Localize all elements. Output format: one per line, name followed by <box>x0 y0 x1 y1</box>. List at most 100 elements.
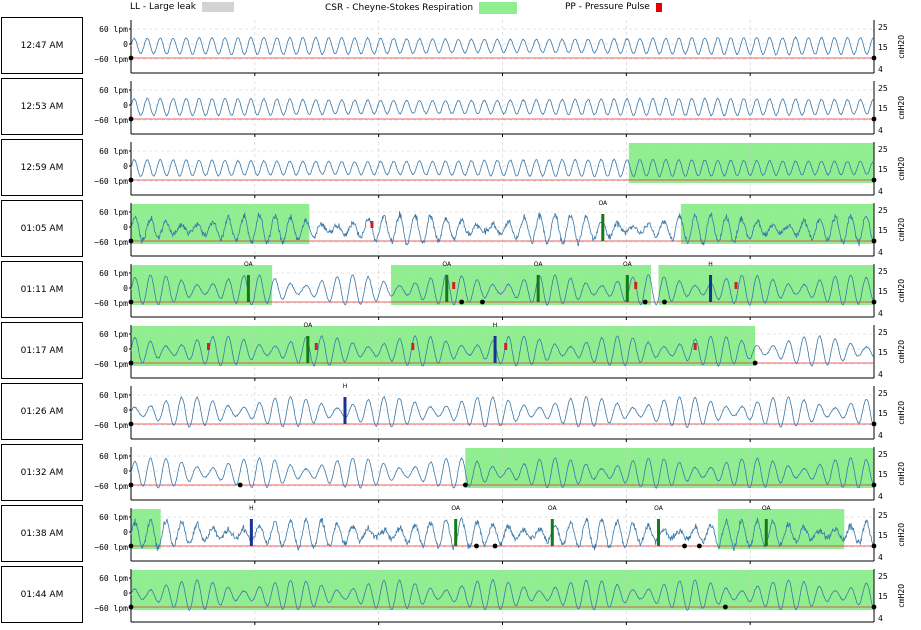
session-marker <box>682 543 687 549</box>
row-time-label: 01:32 AM <box>1 444 83 501</box>
pressure-pulse-mark <box>411 343 415 350</box>
csr-band <box>131 509 161 549</box>
left-tick-label: −60 lpm <box>94 55 128 64</box>
session-marker <box>128 177 134 183</box>
csr-band <box>131 204 310 244</box>
pressure-pulse-mark <box>370 221 374 228</box>
left-tick-label: 60 lpm <box>99 574 128 583</box>
pressure-pulse-mark <box>207 343 211 350</box>
right-tick-label: 4 <box>878 492 883 501</box>
right-axis-label: cmH2O <box>897 584 906 608</box>
session-marker <box>871 55 877 61</box>
flow-series <box>130 274 875 307</box>
left-tick-label: −60 lpm <box>94 482 128 491</box>
left-tick-label: 60 lpm <box>99 452 128 461</box>
row-time-label: 12:59 AM <box>1 139 83 196</box>
right-axis-label: cmH2O <box>897 523 906 547</box>
flow-series <box>130 395 875 428</box>
left-tick-label: −60 lpm <box>94 421 128 430</box>
session-row: 01:26 AM 60 lpm 0 −60 lpm 25 15 4 cmH2O H <box>0 382 921 443</box>
right-tick-label: 4 <box>878 553 883 562</box>
right-tick-label: 25 <box>878 84 888 93</box>
right-axis-label: cmH2O <box>897 35 906 59</box>
row-time-label: 12:53 AM <box>1 78 83 135</box>
right-tick-label: 15 <box>878 43 888 52</box>
right-tick-label: 15 <box>878 409 888 418</box>
flow-plot: 60 lpm 0 −60 lpm 25 15 4 cmH2O <box>94 81 906 137</box>
session-marker <box>128 116 134 122</box>
left-tick-label: 0 <box>123 162 128 171</box>
pressure-pulse-mark <box>693 343 697 350</box>
session-marker <box>128 421 134 427</box>
flow-plot: 60 lpm 0 −60 lpm 25 15 4 cmH2O <box>94 20 906 76</box>
session-marker <box>871 177 877 183</box>
csr-band <box>131 326 756 366</box>
row-time-label: 01:11 AM <box>1 261 83 318</box>
pressure-pulse-mark <box>734 282 738 289</box>
flow-series <box>130 97 875 117</box>
row-time-label: 01:26 AM <box>1 383 83 440</box>
session-row: 01:38 AM 60 lpm 0 −60 lpm 25 15 4 cmH2O H OA OA OA O… <box>0 504 921 565</box>
right-tick-label: 15 <box>878 531 888 540</box>
row-time-label: 01:38 AM <box>1 505 83 562</box>
row-time-label: 01:05 AM <box>1 200 83 257</box>
left-tick-label: −60 lpm <box>94 238 128 247</box>
session-row: 01:17 AM 60 lpm 0 −60 lpm 25 15 4 cmH2O OA H <box>0 321 921 382</box>
flow-series <box>130 35 875 56</box>
session-marker <box>237 482 243 488</box>
session-marker <box>696 543 702 549</box>
session-marker <box>492 543 498 549</box>
row-time-label: 01:17 AM <box>1 322 83 379</box>
flow-plot: 60 lpm 0 −60 lpm 25 15 4 cmH2O H <box>94 383 906 442</box>
right-axis-label: cmH2O <box>897 401 906 425</box>
flow-plot: 60 lpm 0 −60 lpm 25 15 4 cmH2O OA OA OA OA H <box>94 261 906 320</box>
right-tick-label: 15 <box>878 592 888 601</box>
right-tick-label: 4 <box>878 126 883 135</box>
flow-series <box>130 516 875 552</box>
right-axis-label: cmH2O <box>897 279 906 303</box>
event-label: H <box>708 261 713 268</box>
left-tick-label: 60 lpm <box>99 208 128 217</box>
session-marker <box>871 482 877 488</box>
csr-band <box>628 143 874 183</box>
pressure-pulse-mark <box>452 282 456 289</box>
left-tick-label: −60 lpm <box>94 543 128 552</box>
right-tick-label: 25 <box>878 511 888 520</box>
event-label: H <box>343 383 348 390</box>
left-tick-label: −60 lpm <box>94 604 128 613</box>
left-tick-label: −60 lpm <box>94 116 128 125</box>
pressure-pulse-mark <box>634 282 638 289</box>
right-tick-label: 25 <box>878 206 888 215</box>
right-tick-label: 25 <box>878 23 888 32</box>
session-row: 12:59 AM 60 lpm 0 −60 lpm 25 15 4 cmH2O <box>0 138 921 199</box>
left-tick-label: 60 lpm <box>99 513 128 522</box>
right-tick-label: 4 <box>878 370 883 379</box>
session-marker <box>128 482 134 488</box>
right-tick-label: 4 <box>878 187 883 196</box>
legend-label: PP - Pressure Pulse <box>565 2 650 12</box>
right-tick-label: 15 <box>878 104 888 113</box>
left-tick-label: 0 <box>123 589 128 598</box>
legend: LL - Large leak CSR - Cheyne-Stokes Resp… <box>0 0 921 16</box>
session-marker <box>459 299 465 305</box>
event-label: OA <box>244 261 254 268</box>
session-marker <box>871 543 877 549</box>
flow-plot: 60 lpm 0 −60 lpm 25 15 4 cmH2O OA H <box>94 322 906 381</box>
left-tick-label: 0 <box>123 528 128 537</box>
csr-band <box>131 265 273 305</box>
flow-plot: 60 lpm 0 −60 lpm 25 15 4 cmH2O <box>94 447 906 503</box>
left-tick-label: 0 <box>123 345 128 354</box>
right-tick-label: 25 <box>878 572 888 581</box>
legend-label: CSR - Cheyne-Stokes Respiration <box>325 3 474 13</box>
flow-plot: 60 lpm 0 −60 lpm 25 15 4 cmH2O H OA OA OA OA <box>94 505 906 564</box>
legend-label: LL - Large leak <box>130 2 196 12</box>
left-tick-label: 60 lpm <box>99 269 128 278</box>
event-label: OA <box>451 505 461 512</box>
session-marker <box>662 299 667 305</box>
session-marker <box>871 299 877 305</box>
flow-plot: 60 lpm 0 −60 lpm 25 15 4 cmH2O <box>94 569 906 625</box>
flow-series <box>130 456 875 490</box>
left-tick-label: 60 lpm <box>99 391 128 400</box>
session-marker <box>128 543 134 549</box>
right-axis-label: cmH2O <box>897 340 906 364</box>
